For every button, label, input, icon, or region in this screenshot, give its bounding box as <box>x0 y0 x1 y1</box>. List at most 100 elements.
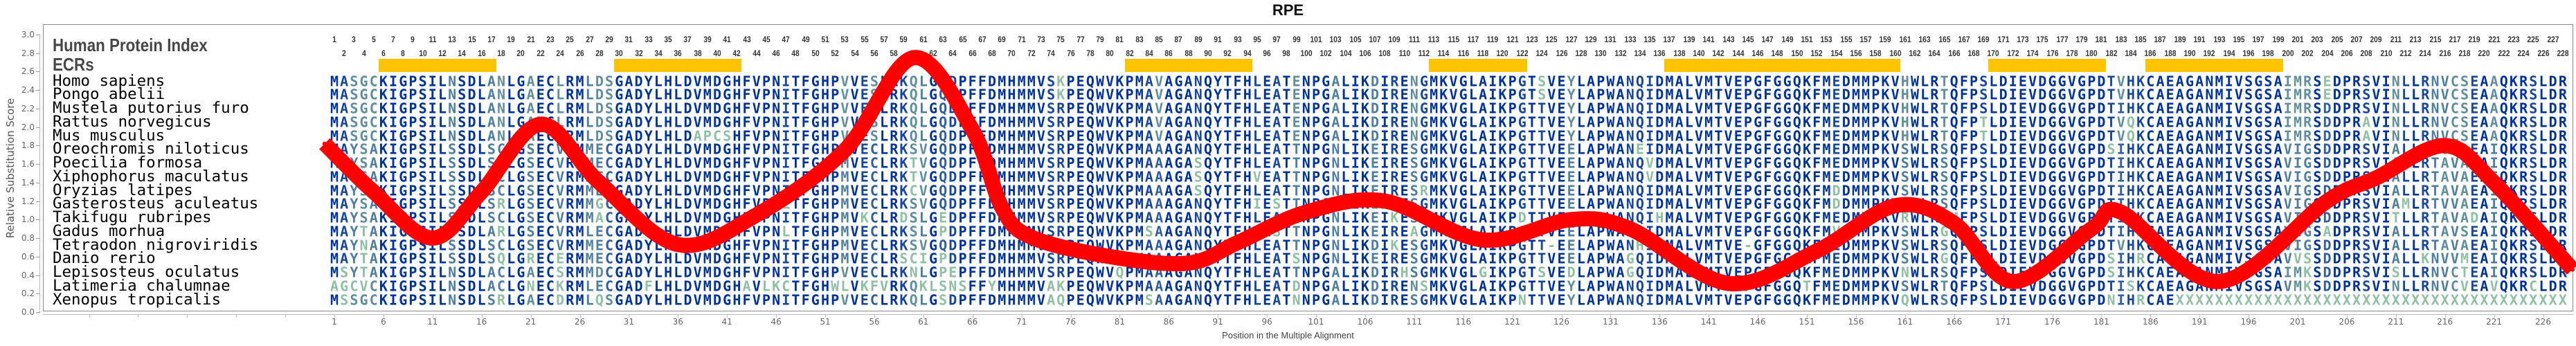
x-tick-mark <box>1855 314 1857 318</box>
score-point <box>2325 199 2330 203</box>
y-tick-label: 1.0 <box>19 215 35 224</box>
score-point <box>2442 143 2447 148</box>
score-point <box>754 212 759 217</box>
score-point <box>1382 199 1387 203</box>
x-tick-mark <box>1954 314 1955 318</box>
x-tick-label: 41 <box>713 317 741 327</box>
score-point <box>1108 254 1113 259</box>
chart-title: RPE <box>0 1 2576 19</box>
y-tick-mark <box>36 90 39 91</box>
x-tick-mark <box>1904 314 1906 318</box>
x-tick-mark <box>2199 314 2201 318</box>
score-point <box>2570 267 2575 272</box>
y-tick-label: 1.4 <box>19 179 35 187</box>
x-tick-label: 116 <box>1450 317 1477 327</box>
x-tick-label: 61 <box>910 317 937 327</box>
x-tick-mark <box>1807 314 1808 318</box>
y-tick-label: 0.8 <box>19 234 35 242</box>
score-point <box>1481 237 1486 242</box>
x-tick-mark <box>1267 314 1268 318</box>
x-tick-label: 106 <box>1351 317 1379 327</box>
x-tick-label: 26 <box>566 317 594 327</box>
y-tick-label: 1.8 <box>19 141 35 149</box>
x-tick-label: 1 <box>321 317 348 327</box>
x-tick-mark <box>2494 314 2495 318</box>
x-tick-label: 141 <box>1695 317 1722 327</box>
y-tick-label: 0.2 <box>19 289 35 298</box>
x-tick-mark <box>1364 314 1366 318</box>
x-tick-label: 11 <box>419 317 447 327</box>
x-tick-label: 156 <box>1842 317 1870 327</box>
score-point <box>2118 210 2123 215</box>
y-tick-mark <box>36 127 39 128</box>
y-tick-label: 3.0 <box>19 30 35 39</box>
x-tick-mark <box>1070 314 1072 318</box>
y-tick-mark <box>36 164 39 165</box>
x-tick-label: 51 <box>811 317 839 327</box>
x-tick-mark <box>1463 314 1464 318</box>
ecr-label: ECRs <box>53 55 94 73</box>
y-tick-mark <box>36 201 39 202</box>
y-tick-label: 1.2 <box>19 197 35 206</box>
x-tick-mark <box>2150 314 2152 318</box>
x-tick-label: 186 <box>2136 317 2164 327</box>
x-tick-mark <box>2444 314 2446 318</box>
score-point <box>970 127 975 132</box>
score-point <box>538 122 543 127</box>
x-tick-label: 126 <box>1548 317 1576 327</box>
x-tick-mark <box>2003 314 2004 318</box>
x-tick-label: 111 <box>1400 317 1428 327</box>
x-tick-label: 21 <box>517 317 545 327</box>
x-tick-label: 146 <box>1744 317 1772 327</box>
x-tick-mark <box>2101 314 2102 318</box>
y-tick-label: 1.6 <box>19 160 35 168</box>
x-tick-label: 191 <box>2186 317 2213 327</box>
x-tick-mark <box>1316 314 1317 318</box>
x-tick-label: 6 <box>370 317 397 327</box>
y-tick-mark <box>36 71 39 73</box>
y-tick-label: 2.8 <box>19 49 35 57</box>
x-tick-mark <box>874 314 875 318</box>
x-tick-mark <box>2346 314 2348 318</box>
y-tick-mark <box>36 293 39 295</box>
score-point <box>1893 203 1898 208</box>
x-tick-label: 171 <box>1990 317 2017 327</box>
score-point <box>1952 221 1956 226</box>
x-tick-label: 166 <box>1940 317 1968 327</box>
x-tick-label: 91 <box>1204 317 1232 327</box>
x-tick-mark <box>481 314 483 318</box>
score-point <box>1029 235 1034 239</box>
score-point <box>1186 261 1191 266</box>
y-tick-mark <box>36 219 39 221</box>
x-tick-label: 121 <box>1499 317 1526 327</box>
x-tick-label: 196 <box>2235 317 2262 327</box>
score-point <box>597 180 602 185</box>
x-tick-mark <box>236 314 237 318</box>
x-tick-mark <box>530 314 532 318</box>
score-point <box>479 190 484 194</box>
score-point <box>2492 180 2496 185</box>
score-point <box>371 190 376 194</box>
x-axis-label: Position in the Multiple Alignment <box>0 330 2576 341</box>
x-tick-label: 46 <box>762 317 790 327</box>
score-point <box>1304 210 1308 215</box>
score-point <box>2010 279 2015 284</box>
x-tick-label: 151 <box>1793 317 1821 327</box>
y-tick-label: 0.4 <box>19 271 35 280</box>
y-tick-label: 2.4 <box>19 86 35 94</box>
x-tick-label: 36 <box>664 317 692 327</box>
x-tick-label: 181 <box>2087 317 2115 327</box>
x-tick-mark <box>579 314 581 318</box>
x-tick-label: 131 <box>1596 317 1624 327</box>
score-point <box>2374 176 2379 181</box>
x-tick-label: 201 <box>2284 317 2312 327</box>
x-tick-label: 211 <box>2382 317 2410 327</box>
x-tick-label: 56 <box>861 317 888 327</box>
x-tick-mark <box>825 314 826 318</box>
x-tick-mark <box>1659 314 1661 318</box>
score-point <box>1569 217 1574 222</box>
x-tick-label: 101 <box>1302 317 1330 327</box>
x-tick-mark <box>776 314 777 318</box>
score-point <box>2089 226 2094 231</box>
y-tick-label: 2.2 <box>19 104 35 113</box>
